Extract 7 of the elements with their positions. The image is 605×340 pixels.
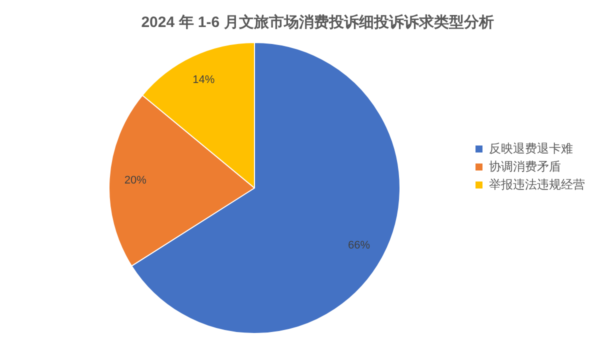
- chart-title: 2024 年 1-6 月文旅市场消费投诉细投诉诉求类型分析: [141, 13, 494, 32]
- legend-label: 协调消费矛盾: [489, 159, 561, 174]
- data-label: 20%: [124, 174, 147, 187]
- data-label: 14%: [192, 74, 215, 86]
- legend-label: 反映退费退卡难: [489, 141, 573, 156]
- data-label: 66%: [348, 240, 370, 252]
- legend-label: 举报违法违规经营: [489, 177, 585, 192]
